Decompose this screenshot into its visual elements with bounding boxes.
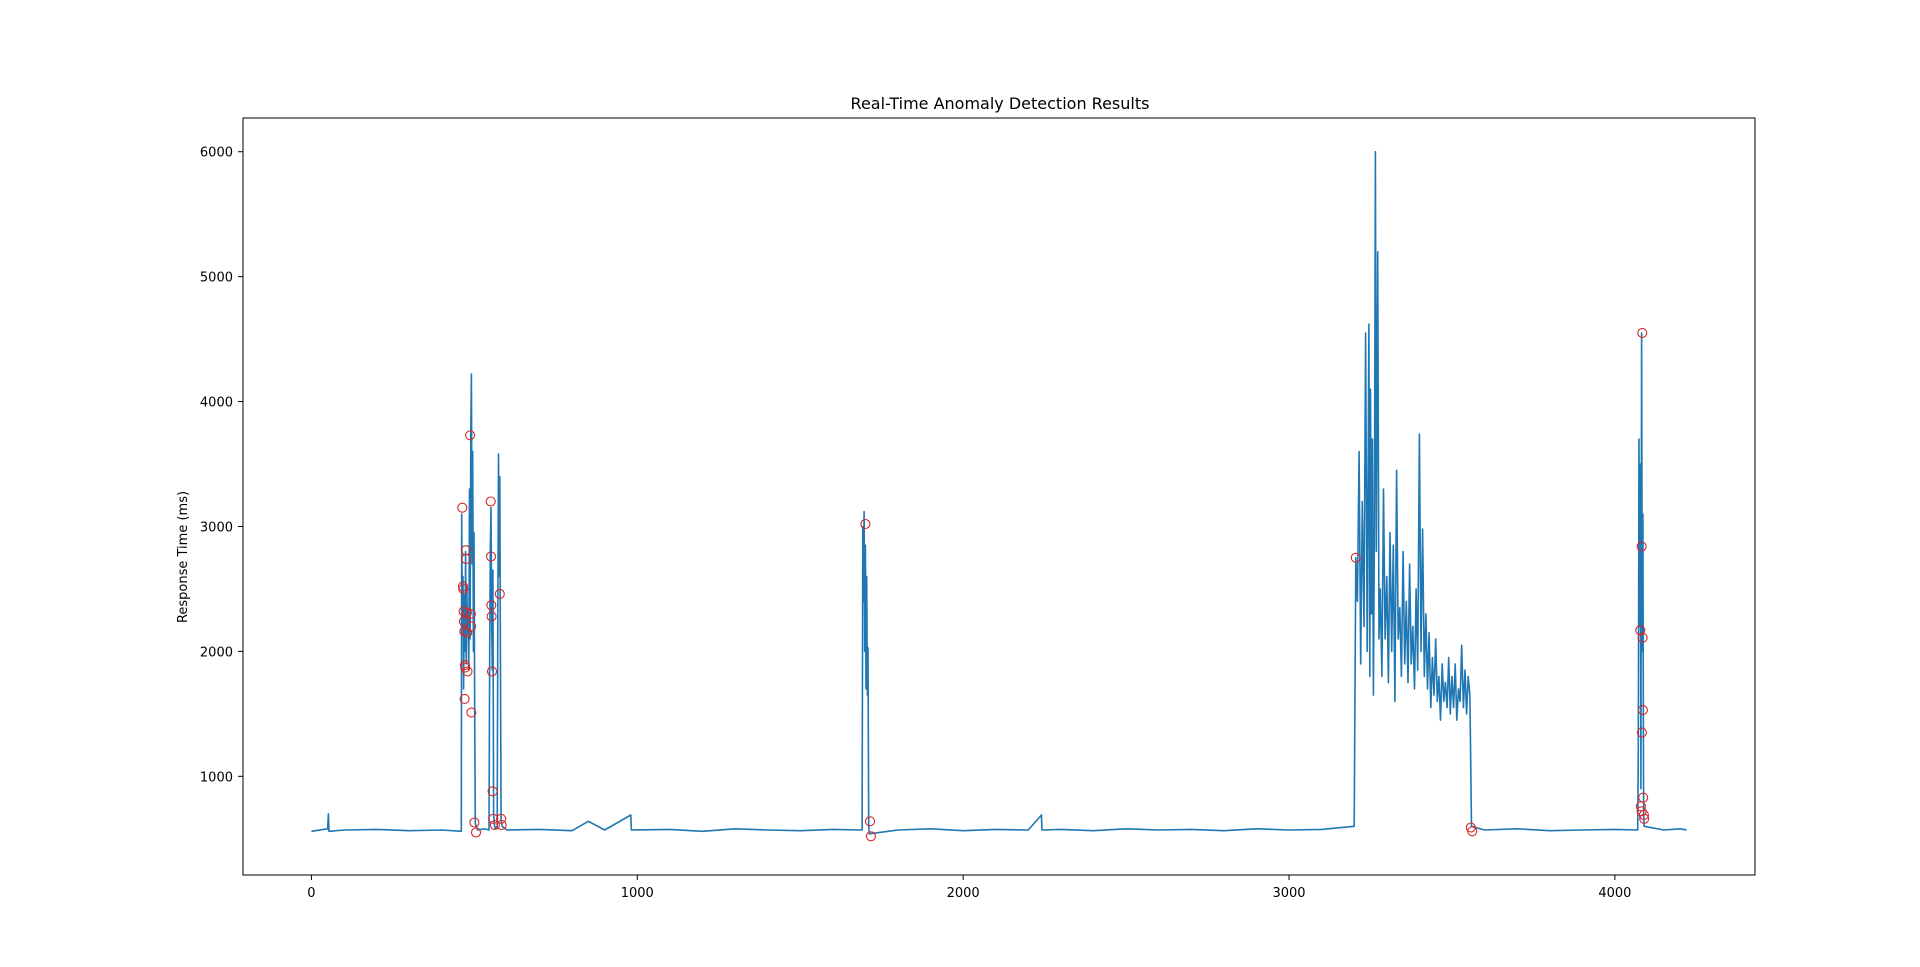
x-tick-label: 2000: [947, 886, 980, 901]
anomaly-point: [461, 553, 472, 565]
y-tick-label: 6000: [200, 146, 233, 161]
anomaly-point: [465, 430, 476, 441]
x-tick-label: 3000: [1272, 886, 1305, 901]
chart-title: Real-Time Anomaly Detection Results: [851, 94, 1150, 113]
y-tick-label: 3000: [200, 520, 233, 535]
anomaly-point: [864, 816, 876, 827]
y-tick-label: 5000: [200, 271, 233, 286]
anomaly-point: [470, 827, 482, 838]
y-axis: 1000 2000 3000 4000 5000 6000: [200, 146, 243, 785]
anomaly-point: [1350, 552, 1361, 563]
anomaly-point: [1637, 632, 1648, 643]
anomaly-point: [465, 608, 476, 619]
anomaly-point: [865, 831, 876, 842]
y-tick-label: 2000: [200, 645, 233, 660]
x-tick-label: 1000: [621, 886, 654, 901]
anomaly-point: [1637, 705, 1648, 716]
axes-frame: [242, 117, 1756, 876]
anomaly-point: [860, 518, 871, 530]
anomaly-point: [1467, 826, 1478, 837]
anomaly-point: [496, 813, 507, 824]
anomaly-point: [487, 786, 498, 797]
anomaly-point: [488, 813, 499, 824]
anomaly-point: [485, 551, 497, 562]
anomaly-point: [457, 502, 468, 513]
anomaly-point: [1639, 813, 1650, 824]
y-tick-label: 4000: [200, 396, 233, 411]
anomaly-point: [486, 600, 497, 611]
anomaly-point: [458, 583, 469, 594]
anomaly-point: [466, 621, 477, 632]
anomaly-point: [462, 666, 473, 677]
anomaly-point: [489, 819, 500, 831]
x-axis: 0 1000 2000 3000 4000: [307, 875, 1631, 901]
y-tick-label: 1000: [200, 770, 233, 785]
anomaly-point: [1636, 541, 1647, 552]
plot-area: [311, 150, 1687, 842]
anomaly-point: [486, 666, 498, 677]
anomaly-point: [486, 611, 497, 622]
x-tick-label: 0: [307, 886, 315, 901]
anomaly-point: [469, 817, 480, 828]
anomaly-point: [1637, 327, 1648, 338]
anomaly-point: [1638, 809, 1649, 821]
y-axis-label: Response Time (ms): [176, 491, 191, 623]
anomaly-point: [494, 588, 505, 599]
anomaly-point: [1635, 625, 1646, 636]
response-time-line: [311, 150, 1687, 835]
x-tick-label: 4000: [1598, 886, 1631, 901]
anomaly-point: [1635, 801, 1646, 812]
anomaly-point: [1636, 727, 1647, 738]
anomaly-point: [485, 496, 496, 507]
anomaly-point: [466, 707, 477, 718]
anomaly-point: [461, 607, 472, 618]
anomaly-point: [458, 616, 469, 627]
anomaly-point: [459, 693, 470, 704]
anomaly-point: [496, 819, 507, 831]
